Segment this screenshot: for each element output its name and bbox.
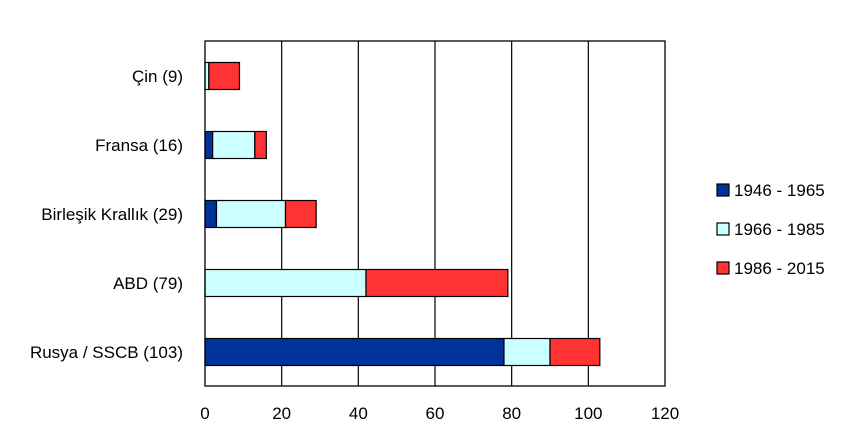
bar-segment-4-2: [549, 337, 601, 367]
bar-segment-4-0: [204, 337, 505, 367]
x-tick-label: 100: [574, 404, 602, 423]
legend: 1946 - 1965 1966 - 1985 1986 - 2015: [716, 181, 825, 278]
category-label: Çin (9): [132, 67, 183, 86]
legend-swatch: [716, 261, 730, 275]
legend-label: 1946 - 1965: [734, 181, 825, 200]
bar-segment-4-1: [503, 337, 551, 367]
x-tick-label: 0: [200, 404, 209, 423]
category-label: Birleşik Krallık (29): [41, 205, 183, 224]
bar-segment-2-1: [215, 199, 287, 229]
x-tick-label: 120: [651, 404, 679, 423]
bar-segment-1-1: [212, 130, 256, 160]
x-tick-label: 20: [272, 404, 291, 423]
bar-segment-2-2: [284, 199, 317, 229]
legend-label: 1986 - 2015: [734, 259, 825, 278]
bar-segment-1-2: [254, 130, 267, 160]
bar-segment-0-2: [208, 61, 241, 91]
bar-segment-3-2: [365, 268, 509, 298]
x-tick-label: 80: [502, 404, 521, 423]
legend-swatch: [716, 222, 730, 236]
bar-segment-3-1: [204, 268, 367, 298]
category-label: Rusya / SSCB (103): [30, 343, 183, 362]
category-label: ABD (79): [113, 274, 183, 293]
bars: [204, 61, 601, 367]
x-tick-label: 60: [426, 404, 445, 423]
category-label: Fransa (16): [95, 136, 183, 155]
category-labels: Çin (9) Fransa (16) Birleşik Krallık (29) A…: [30, 67, 183, 362]
x-tick-label: 40: [349, 404, 368, 423]
plot-area-frame: [204, 40, 666, 387]
x-axis-tick-labels: 0 20 40 60 80 100 120: [200, 404, 679, 423]
bar-segment-1-0: [204, 130, 214, 160]
legend-swatch: [716, 183, 730, 197]
legend-label: 1966 - 1985: [734, 220, 825, 239]
bar-segment-2-0: [204, 199, 218, 229]
grid-lines: [281, 41, 589, 386]
